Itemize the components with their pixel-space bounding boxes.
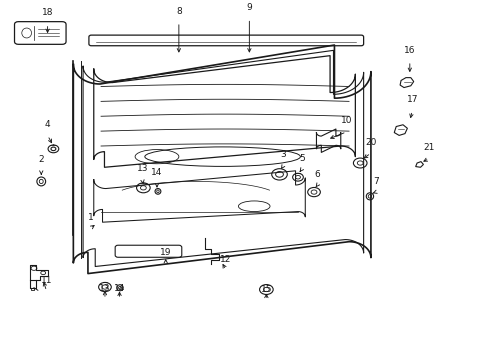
Text: 21: 21 [423,143,434,152]
Text: 19: 19 [160,248,171,257]
Polygon shape [393,125,407,135]
Text: 3: 3 [280,150,285,159]
Text: 6: 6 [314,170,320,179]
Text: 11: 11 [41,276,52,285]
Text: 4: 4 [45,120,50,129]
Polygon shape [415,162,423,167]
Text: 14: 14 [114,284,125,293]
Text: 20: 20 [365,138,376,147]
Text: 7: 7 [372,177,378,186]
Text: 13: 13 [99,284,110,293]
Text: 8: 8 [176,6,182,15]
Text: 16: 16 [403,46,415,55]
Text: 18: 18 [42,8,53,17]
Text: 13: 13 [136,164,148,173]
Text: 17: 17 [406,95,417,104]
Text: 2: 2 [39,156,44,165]
Text: 1: 1 [87,213,93,222]
Text: 15: 15 [260,285,272,294]
Text: 5: 5 [298,154,304,163]
Text: 10: 10 [340,117,352,126]
Text: 12: 12 [220,255,231,264]
Text: 9: 9 [246,3,252,12]
Polygon shape [399,78,413,87]
Text: 14: 14 [151,168,163,177]
